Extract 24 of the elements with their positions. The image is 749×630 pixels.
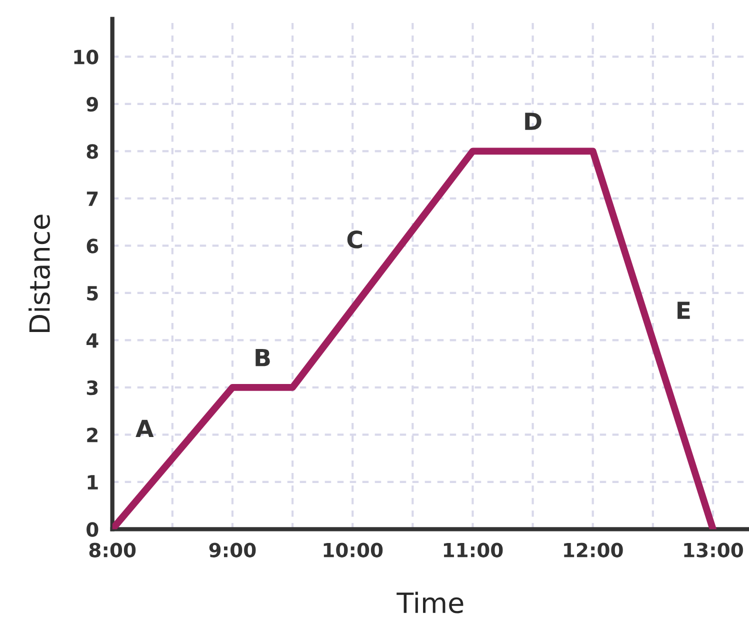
x-tick-label: 10:00 [324, 542, 383, 558]
y-tick-label: 1 [88, 475, 98, 490]
x-tick-label: 11:00 [444, 542, 503, 558]
y-tick-label: 7 [86, 192, 98, 206]
y-tick-label: 8 [86, 144, 98, 159]
y-tick-label: 6 [86, 238, 98, 254]
y-tick-label: 3 [86, 380, 98, 396]
annotation: B [256, 348, 270, 366]
y-tick-label: 9 [86, 96, 98, 112]
annotation: D [525, 112, 542, 130]
y-tick-label: 10 [74, 50, 98, 64]
x-axis-title: Time [396, 592, 464, 614]
y-tick-label: 5 [87, 286, 98, 301]
annotation: C [347, 230, 362, 248]
x-tick-label: 13:00 [684, 542, 743, 558]
annotation: E [678, 302, 690, 319]
y-tick-label: 2 [87, 428, 98, 442]
y-tick-label: 0 [86, 522, 98, 537]
x-tick-label: 8:00 [89, 542, 136, 558]
x-tick-label: 9:00 [209, 542, 256, 558]
y-tick-label: 4 [86, 333, 98, 348]
x-tick-label: 12:00 [564, 542, 623, 558]
y-axis-title: Distance [28, 214, 50, 332]
annotation: A [136, 420, 154, 438]
